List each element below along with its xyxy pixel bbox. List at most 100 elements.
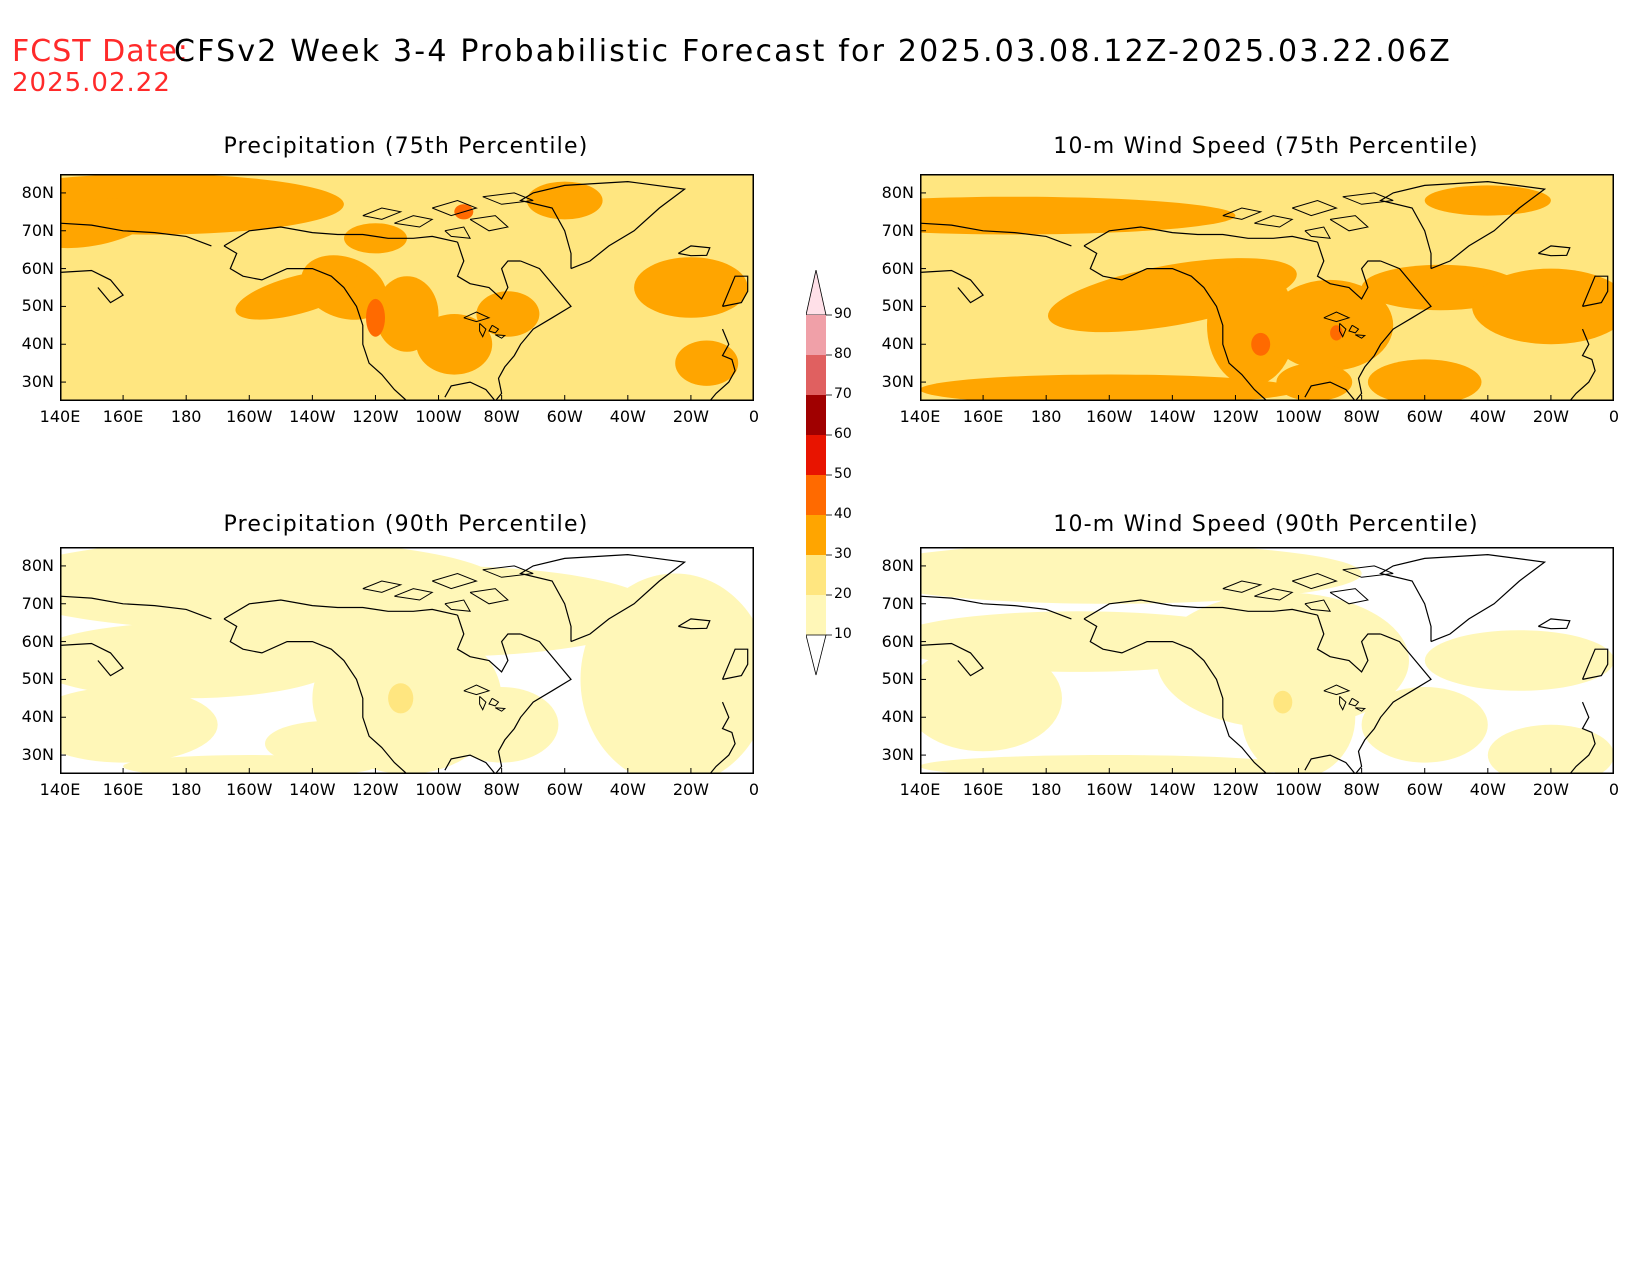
coastline (920, 269, 985, 304)
prob-area-mid (1241, 656, 1356, 774)
lon-label: 0 (1608, 407, 1620, 426)
prob-area-high (1472, 268, 1614, 345)
coastline (709, 328, 736, 401)
colorbar-segment (806, 515, 826, 555)
prob-area-high (920, 374, 1299, 401)
coastline (60, 595, 212, 620)
lat-label: 30N (21, 372, 54, 392)
lat-label: 80N (881, 182, 914, 202)
lake-outline (488, 324, 500, 334)
colorbar-top-arrow (806, 270, 827, 316)
coastline (1537, 245, 1571, 257)
island-outline (1304, 226, 1332, 239)
coastline (1083, 599, 1318, 620)
prob-area-very (1251, 332, 1271, 356)
lat-label: 80N (21, 182, 54, 202)
island-outline (1254, 588, 1294, 601)
lon-label: 140W (289, 407, 336, 426)
coastline (444, 754, 496, 774)
map-frame (920, 547, 1614, 774)
coastline (494, 260, 572, 401)
lat-label: 30N (881, 372, 914, 392)
map-wind-75 (920, 174, 1614, 401)
colorbar-level-label: 90 (834, 306, 852, 322)
coastline (1379, 180, 1547, 270)
prob-area-high (1424, 185, 1551, 216)
lake-outline (495, 334, 507, 339)
colorbar-segment (806, 435, 826, 475)
lat-label: 60N (21, 258, 54, 278)
lat-label: 60N (881, 631, 914, 651)
coastline (1569, 701, 1596, 774)
panel-title-precip-90: Precipitation (90th Percentile) (223, 512, 589, 537)
colorbar-segment (806, 395, 826, 435)
lon-label: 100W (1275, 780, 1322, 799)
lon-label: 160E (102, 407, 144, 426)
prob-area-mid (265, 721, 392, 767)
lake-outline (1348, 697, 1360, 707)
island-outline (1329, 215, 1369, 232)
coastline (1581, 275, 1609, 307)
prob-area-mid (60, 622, 344, 699)
lon-label: 20W (1532, 780, 1569, 799)
lon-label: 100W (415, 780, 462, 799)
coastline (60, 222, 212, 247)
lon-label: 60W (1406, 780, 1443, 799)
colorbar-level-label: 40 (834, 506, 852, 522)
island-outline (394, 215, 434, 228)
lon-label: 140W (1149, 780, 1196, 799)
prob-area-high (634, 257, 748, 318)
lat-label: 60N (881, 258, 914, 278)
coastline (920, 595, 1072, 620)
colorbar-level-label: 10 (834, 626, 852, 642)
lon-label: 80W (1343, 407, 1380, 426)
prob-area-mid (444, 687, 559, 763)
coastline (444, 381, 496, 401)
coastline (1304, 754, 1356, 774)
lon-label: 140E (39, 780, 81, 799)
lon-label: 100W (415, 407, 462, 426)
coastline (1304, 381, 1356, 401)
lon-label: 40W (609, 407, 646, 426)
lon-label: 40W (1469, 780, 1506, 799)
coastline (1537, 618, 1571, 630)
colorbar-level-label: 70 (834, 386, 852, 402)
prob-area-mid (1487, 724, 1614, 774)
lat-label: 70N (21, 220, 54, 240)
colorbar-segment (806, 555, 826, 595)
prob-area-high (1273, 690, 1293, 714)
coastline (721, 648, 749, 680)
coastline (1083, 245, 1268, 401)
lake-outline (463, 311, 491, 323)
lake-outline (1339, 323, 1347, 338)
colorbar-level-label: 60 (834, 426, 852, 442)
map-frame (920, 174, 1614, 401)
lon-label: 120W (1212, 407, 1259, 426)
panel-title-wind-90: 10-m Wind Speed (90th Percentile) (1053, 512, 1479, 537)
prob-area-high (416, 314, 493, 375)
panel-title-precip-75: Precipitation (75th Percentile) (223, 134, 589, 159)
coastline (519, 180, 687, 270)
map-precip-90-svg (60, 547, 754, 774)
lake-outline (495, 707, 507, 712)
island-outline (1292, 199, 1338, 217)
colorbar-level-label: 80 (834, 346, 852, 362)
map-precip-90 (60, 547, 754, 774)
lake-outline (479, 323, 487, 338)
lat-label: 50N (881, 296, 914, 316)
island-outline (1342, 565, 1394, 578)
lon-label: 160E (962, 407, 1004, 426)
island-outline (1254, 215, 1294, 228)
lon-label: 140E (899, 407, 941, 426)
lon-label: 120W (352, 780, 399, 799)
island-outline (1342, 192, 1394, 205)
prob-area-high (1207, 264, 1296, 386)
lon-label: 160W (226, 407, 273, 426)
coastline (223, 226, 458, 247)
colorbar-segment (806, 595, 826, 635)
lon-label: 160W (1086, 407, 1133, 426)
lon-label: 80W (483, 407, 520, 426)
forecast-title: CFSv2 Week 3-4 Probabilistic Forecast fo… (174, 34, 1453, 69)
lake-outline (463, 684, 491, 696)
lon-label: 140W (289, 780, 336, 799)
